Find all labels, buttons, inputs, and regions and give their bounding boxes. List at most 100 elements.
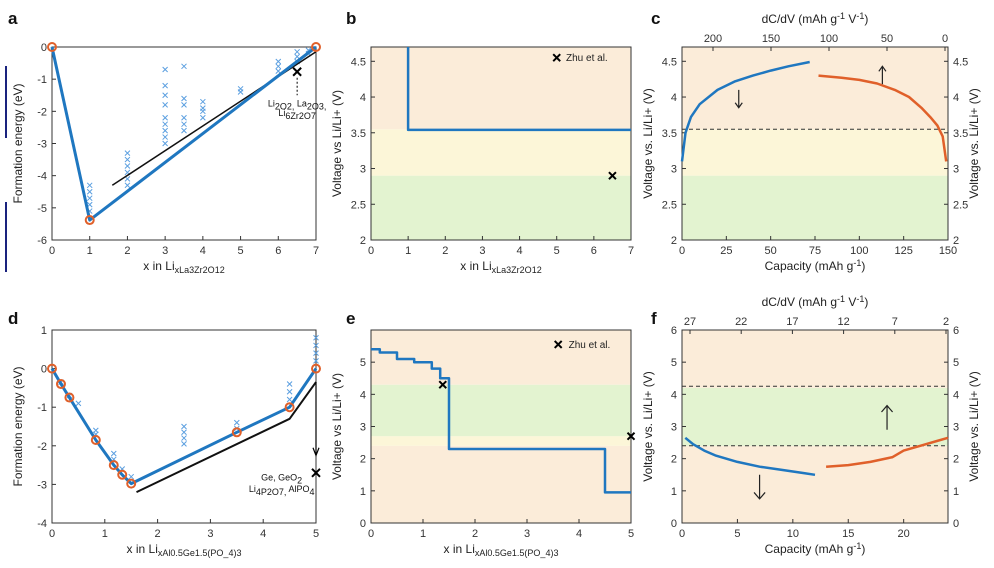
- y-right-tick-label: 2: [953, 235, 959, 247]
- y-tick-label: 4: [360, 389, 366, 401]
- panel-label-a: a: [8, 9, 18, 28]
- top-tick-label: 50: [881, 33, 893, 45]
- panel-b-voltage-profile: 0 1 2 3 4 5 6 7 2 2.5 3 3.5 4 4.5 x in LixLa3Zr2O12 Vol…: [330, 46, 634, 275]
- x-tick-label: 75: [809, 245, 821, 257]
- scatter-point: [124, 150, 131, 157]
- voltage-step-line: [371, 348, 631, 494]
- y-axis-label: Voltage vs. Li/Li+ (V): [641, 88, 655, 198]
- y-axis-label: Formation energy (eV): [11, 83, 25, 203]
- x-tick-label: 15: [842, 528, 854, 540]
- voltage-curve-blue: [684, 436, 816, 477]
- x-tick-label: 4: [517, 245, 523, 257]
- y-right-tick-label: 6: [953, 325, 959, 337]
- x-axis-label: x in LixLa3Zr2O12: [460, 259, 541, 275]
- scatter-point: [86, 188, 93, 195]
- background-band-2: [371, 384, 631, 437]
- y-right-tick-label: 3: [953, 164, 959, 176]
- y-right-tick-label: 2: [953, 454, 959, 466]
- y-tick-label: 2.5: [351, 199, 366, 211]
- y-axis-label: Formation energy (eV): [11, 366, 25, 486]
- x-tick-label: 6: [591, 245, 597, 257]
- legend-marker: [553, 340, 563, 349]
- scatter-point: [181, 127, 187, 134]
- panel-label-e: e: [346, 309, 355, 328]
- voltage-curve-blue: [680, 60, 810, 162]
- x-tick-label: 1: [87, 245, 93, 257]
- scatter-point: [181, 102, 187, 108]
- y-tick-label: 2: [360, 235, 366, 247]
- background-band-1: [371, 436, 631, 446]
- background-band-1: [682, 129, 948, 176]
- annotation-line-2: Li4P2O7, AlPO4: [249, 484, 315, 497]
- voltage-step-line: [406, 47, 631, 132]
- y-right-tick-label: 1: [953, 486, 959, 498]
- x-tick-label: 0: [49, 528, 55, 540]
- y-tick-label: 3: [671, 164, 677, 176]
- y-axis-label: Voltage vs. Li/Li+ (V): [641, 371, 655, 481]
- y-axis-label: Voltage vs Li/Li+ (V): [330, 373, 344, 480]
- y-tick-label: 1: [671, 486, 677, 498]
- y-right-axis-label: Voltage vs. Li/Li+ (V): [967, 371, 981, 481]
- legend-marker: [552, 53, 561, 62]
- y-tick-label: 5: [671, 357, 677, 369]
- scatter-point: [313, 350, 319, 357]
- x-axis-label: x in LixAl0.5Ge1.5(PO_4)3: [127, 542, 242, 558]
- scatter-point: [181, 435, 187, 441]
- hull-point: [311, 363, 321, 374]
- y-tick-label: 2: [671, 235, 677, 247]
- panel-label-d: d: [8, 309, 18, 328]
- reference-cross: [438, 380, 447, 389]
- y-right-tick-label: 4: [953, 92, 959, 104]
- scatter-point: [275, 63, 282, 70]
- annotation-line-1: Ge, GeO2: [261, 473, 302, 486]
- y-right-tick-label: 3.5: [953, 128, 968, 140]
- scatter-point: [181, 95, 187, 102]
- top-axis-label: dC/dV (mAh g-1 V-1): [762, 294, 869, 309]
- convex-hull-line: [50, 45, 317, 222]
- scatter-point: [162, 92, 168, 99]
- x-tick-label: 125: [894, 245, 912, 257]
- panel-d-formation-energy: 0 1 2 3 4 5 1 0 -1 -2 -3 -4 x in LixAl0.5Ge1.5(PO_4)…: [11, 325, 321, 558]
- x-tick-label: 2: [472, 528, 478, 540]
- x-tick-label: 5: [554, 245, 560, 257]
- x-tick-label: 3: [162, 245, 168, 257]
- top-tick-label: 12: [837, 316, 849, 328]
- top-tick-label: 27: [684, 316, 696, 328]
- x-tick-label: 5: [238, 245, 244, 257]
- voltage-curve-orange: [818, 74, 948, 162]
- background-band-1: [371, 129, 631, 176]
- y-tick-label: 3: [360, 164, 366, 176]
- x-tick-label: 0: [679, 245, 685, 257]
- y-right-tick-label: 3: [953, 422, 959, 434]
- panel-label-c: c: [651, 9, 660, 28]
- scatter-point: [181, 441, 187, 447]
- scatter-point: [181, 121, 187, 128]
- y-tick-label: 3: [360, 422, 366, 434]
- y-tick-label: 2: [671, 454, 677, 466]
- scatter-point: [200, 108, 206, 115]
- x-tick-label: 0: [368, 528, 374, 540]
- top-tick-label: 100: [820, 33, 838, 45]
- scatter-point: [200, 114, 206, 121]
- x-tick-label: 4: [200, 245, 206, 257]
- y-tick-label: 3.5: [662, 128, 677, 140]
- reference-cross: [608, 171, 617, 180]
- top-tick-label: 2: [943, 316, 949, 328]
- y-tick-label: 0: [41, 42, 47, 54]
- scatter-point: [313, 358, 319, 364]
- y-right-tick-label: 2.5: [953, 199, 968, 211]
- y-tick-label: 4: [671, 92, 677, 104]
- reference-cross: [292, 67, 302, 77]
- x-tick-label: 50: [765, 245, 777, 257]
- scatter-point: [110, 450, 117, 457]
- background-band-0: [371, 175, 631, 240]
- scatter-point: [75, 400, 82, 407]
- legend-label: Zhu et al.: [566, 53, 608, 64]
- x-tick-label: 4: [260, 528, 266, 540]
- x-tick-label: 0: [679, 528, 685, 540]
- scatter-point: [124, 182, 131, 189]
- x-axis-label: Capacity (mAh g-1): [765, 541, 866, 556]
- scatter-point: [162, 140, 168, 147]
- x-tick-label: 10: [787, 528, 799, 540]
- hull-point: [90, 435, 101, 446]
